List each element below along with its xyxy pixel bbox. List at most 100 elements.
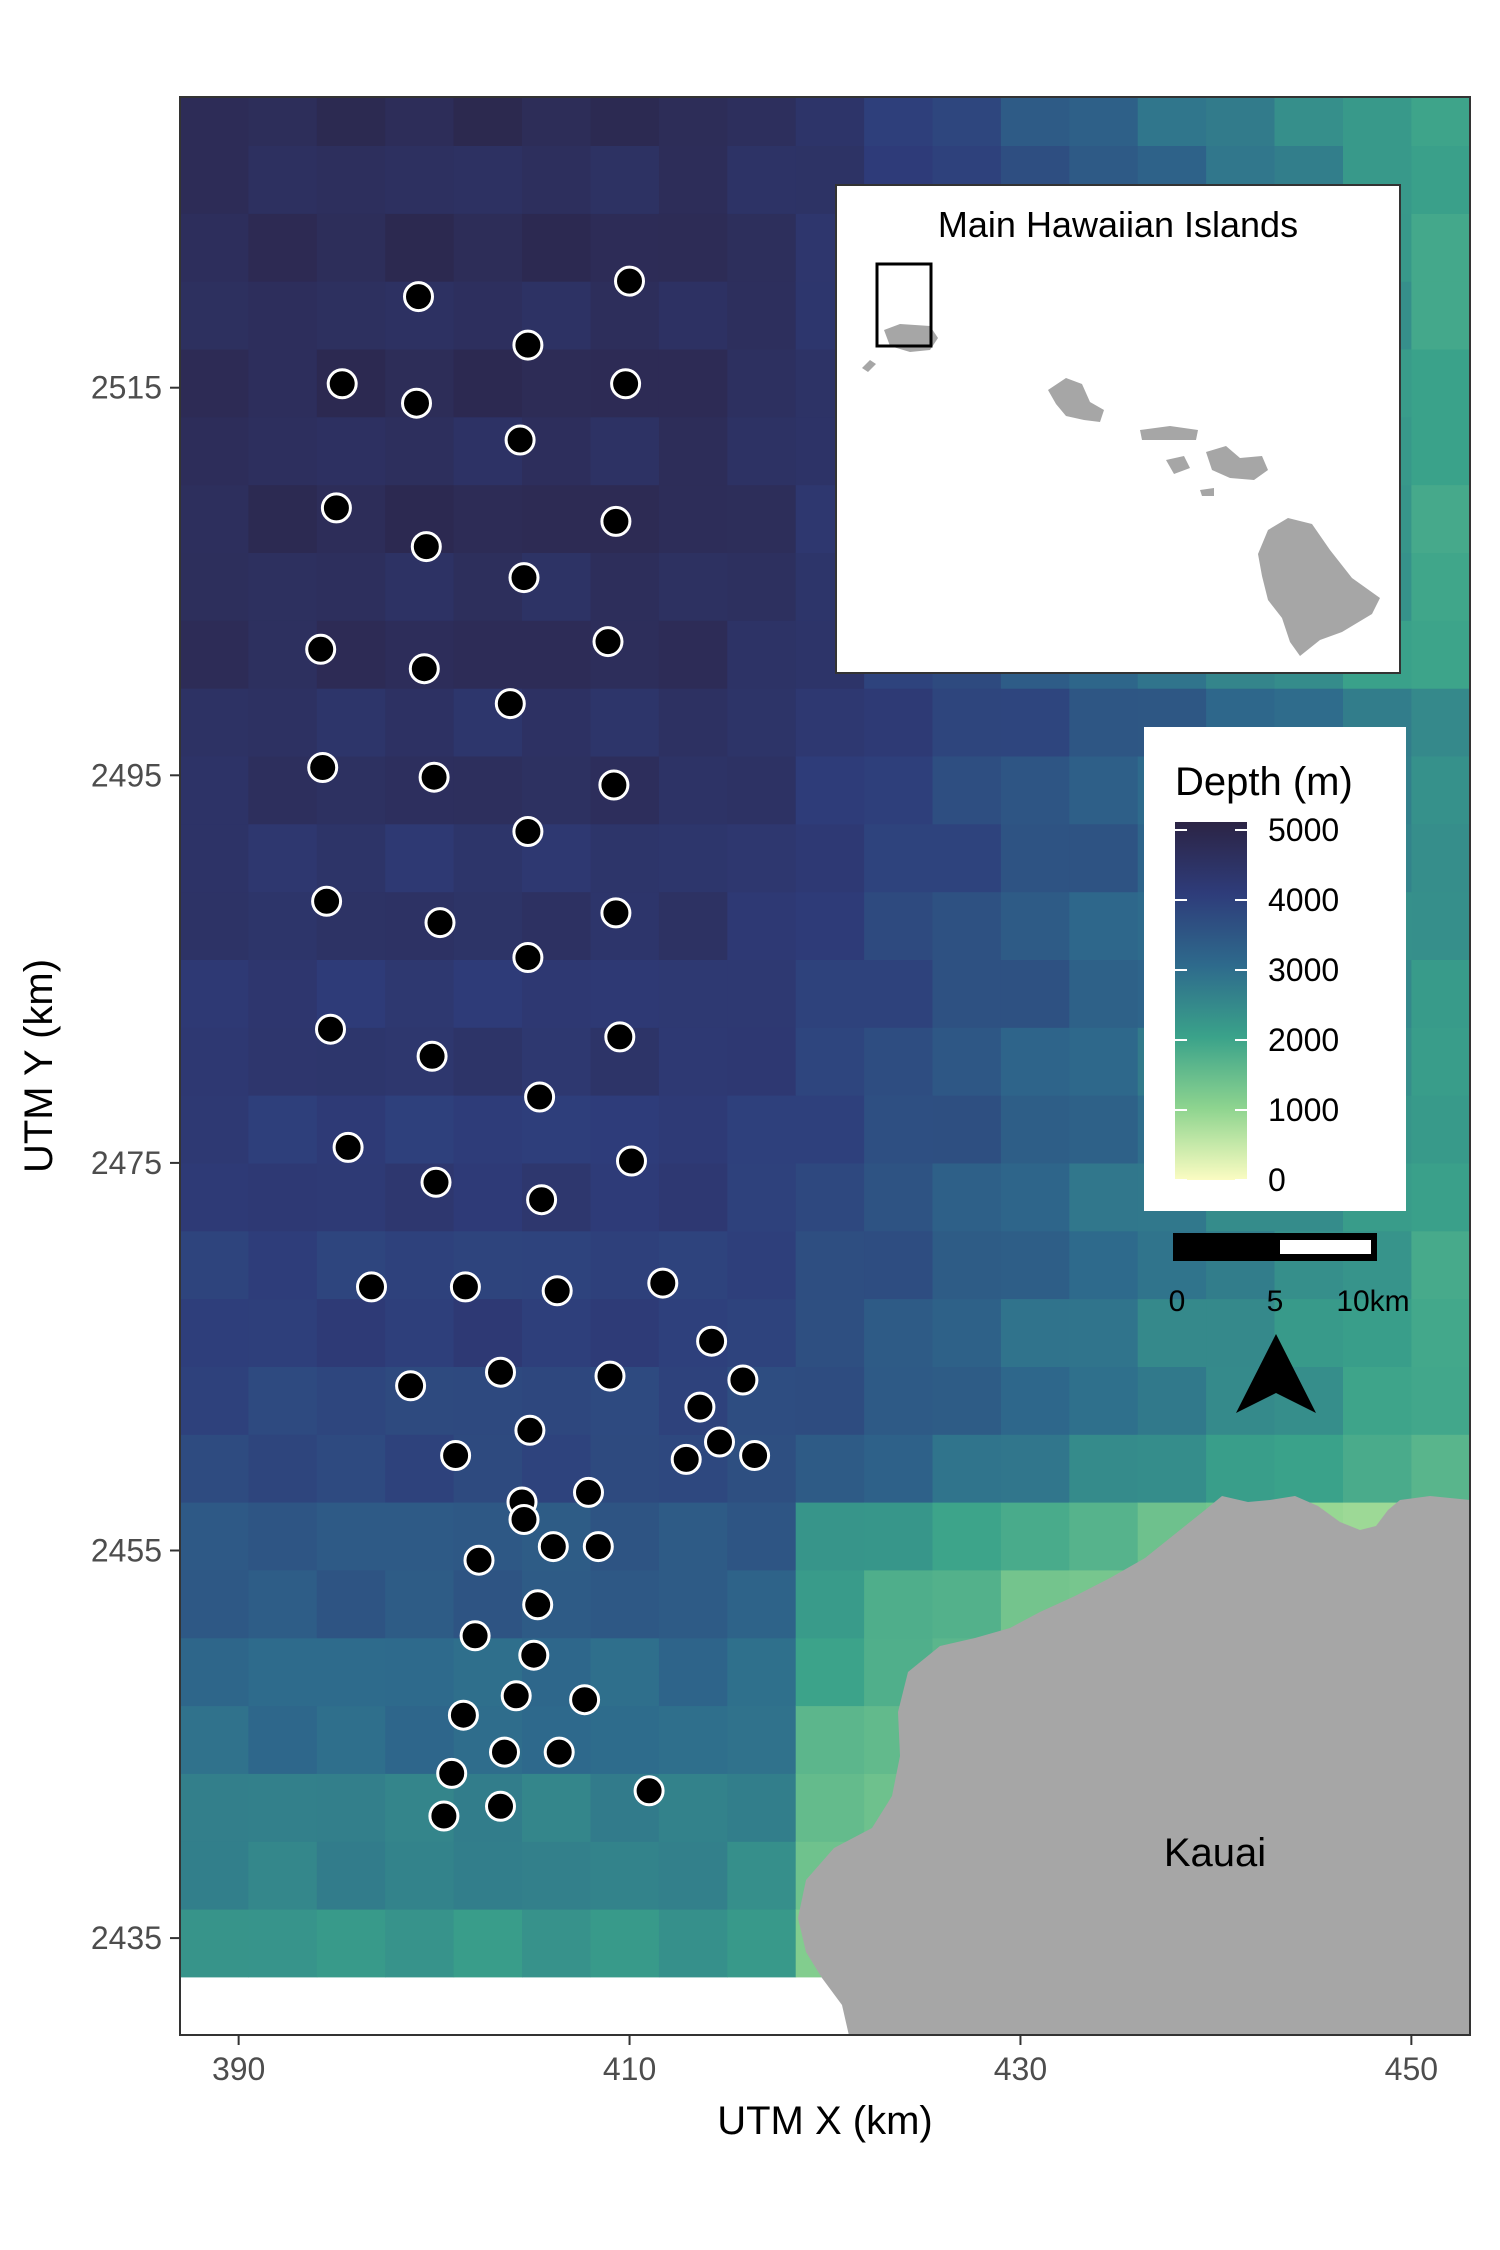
station-point: [395, 1370, 427, 1402]
depth-cell: [590, 1841, 660, 1910]
depth-cell: [248, 1909, 318, 1978]
inset-title: Main Hawaiian Islands: [938, 204, 1298, 245]
depth-cell: [795, 1434, 865, 1503]
legend-tick-label: 3000: [1268, 952, 1339, 988]
station-point: [403, 281, 434, 313]
y-tick-label: 2455: [91, 1533, 162, 1569]
depth-cell: [658, 1637, 728, 1707]
station-point: [410, 531, 442, 563]
depth-cell: [180, 484, 249, 553]
depth-cell: [385, 1841, 455, 1910]
station-point: [356, 1271, 387, 1303]
depth-cell: [1000, 891, 1070, 960]
depth-cell: [453, 348, 523, 418]
depth-cell: [248, 1027, 318, 1096]
depth-cell: [1411, 891, 1470, 960]
legend-tick-label: 0: [1268, 1162, 1286, 1198]
depth-cell: [1411, 97, 1470, 146]
station-point: [537, 1531, 569, 1563]
depth-cell: [727, 1230, 797, 1300]
depth-cell: [522, 1909, 591, 1978]
depth-cell: [727, 620, 797, 689]
depth-cell: [727, 348, 797, 418]
depth-cell: [180, 97, 249, 146]
station-point: [311, 885, 343, 917]
depth-cell: [1000, 97, 1070, 146]
depth-cell: [658, 1569, 728, 1639]
depth-cell: [658, 620, 728, 689]
station-point: [508, 562, 540, 594]
depth-cell: [864, 891, 934, 960]
depth-cell: [1069, 891, 1139, 960]
depth-cell: [522, 620, 591, 689]
legend-tick-label: 4000: [1268, 882, 1339, 918]
inset-hawaii: [1258, 518, 1380, 656]
depth-cell: [658, 1705, 728, 1774]
station-point: [459, 1620, 491, 1652]
depth-cell: [1137, 97, 1207, 146]
depth-cell: [1411, 145, 1470, 214]
depth-cell: [180, 1705, 249, 1774]
depth-cell: [248, 959, 318, 1028]
depth-cell: [248, 1162, 318, 1232]
depth-cell: [1411, 348, 1470, 418]
depth-cell: [1000, 755, 1070, 825]
depth-cell: [590, 1705, 660, 1774]
depth-cell: [795, 1162, 865, 1232]
station-point: [522, 1589, 554, 1621]
depth-cell: [932, 823, 1002, 893]
depth-cell: [522, 416, 591, 486]
depth-cell: [727, 281, 797, 350]
depth-cell: [180, 1434, 249, 1503]
station-point: [508, 1504, 540, 1535]
depth-cell: [1069, 1502, 1139, 1571]
depth-cell: [590, 97, 660, 146]
depth-cell: [248, 484, 318, 553]
depth-cell: [795, 1705, 865, 1774]
depth-cell: [248, 1569, 318, 1639]
depth-cell: [1000, 959, 1070, 1028]
depth-cell: [248, 416, 318, 486]
depth-cell: [795, 1502, 865, 1571]
depth-cell: [316, 1909, 386, 1978]
depth-cell: [864, 688, 934, 757]
depth-cell: [248, 348, 318, 418]
depth-cell: [180, 1230, 249, 1300]
scalebar: 0 5 10km: [1169, 1233, 1410, 1318]
depth-cell: [727, 1027, 797, 1096]
depth-cell: [180, 1502, 249, 1571]
depth-cell: [932, 1366, 1002, 1435]
legend-title: Depth (m): [1175, 760, 1353, 804]
depth-cell: [453, 552, 523, 621]
depth-cell: [727, 755, 797, 825]
depth-cell: [658, 823, 728, 893]
depth-cell: [658, 552, 728, 621]
depth-cell: [248, 891, 318, 960]
depth-cell: [1411, 755, 1470, 825]
depth-cell: [522, 484, 591, 553]
station-point: [485, 1356, 516, 1388]
depth-cell: [522, 688, 591, 757]
depth-cell: [180, 1095, 249, 1164]
depth-cell: [248, 1841, 318, 1910]
station-point: [518, 1639, 550, 1671]
depth-cell: [453, 620, 523, 689]
depth-cell: [248, 1434, 318, 1503]
depth-cell: [1274, 97, 1344, 146]
depth-cell: [658, 1909, 728, 1978]
x-axis-label: UTM X (km): [717, 2099, 933, 2143]
depth-cell: [248, 213, 318, 282]
depth-cell: [385, 1502, 455, 1571]
depth-cell: [453, 823, 523, 893]
depth-cell: [795, 1230, 865, 1300]
depth-cell: [248, 1705, 318, 1774]
depth-cell: [658, 145, 728, 214]
depth-cell: [385, 959, 455, 1028]
depth-cell: [453, 213, 523, 282]
depth-cell: [795, 1095, 865, 1164]
depth-cell: [180, 145, 249, 214]
depth-legend: Depth (m) 5000 4000 3000 2000 1000 0: [1144, 727, 1406, 1211]
depth-cell: [932, 1502, 1002, 1571]
depth-cell: [658, 688, 728, 757]
depth-cell: [1411, 484, 1470, 553]
